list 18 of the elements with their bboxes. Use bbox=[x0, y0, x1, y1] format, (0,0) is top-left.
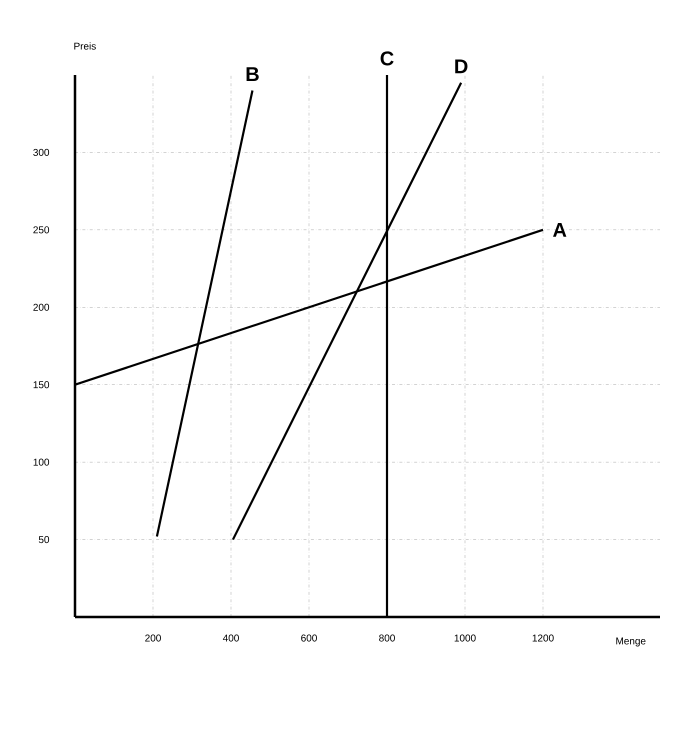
y-axis-title: Preis bbox=[74, 42, 96, 50]
y-tick-label: 150 bbox=[34, 381, 50, 388]
x-tick-label: 1000 bbox=[454, 634, 476, 642]
y-tick-label: 200 bbox=[33, 304, 50, 311]
x-tick-label: 200 bbox=[145, 634, 161, 642]
series-label: D bbox=[455, 60, 468, 74]
y-tick-label: 250 bbox=[33, 226, 50, 234]
x-tick-label: 1200 bbox=[532, 634, 554, 642]
x-axis-title: Menge bbox=[616, 638, 646, 646]
y-tick-label: 100 bbox=[34, 458, 50, 466]
series-label: C bbox=[380, 51, 394, 66]
series-label: B bbox=[246, 67, 259, 81]
x-tick-label: 800 bbox=[379, 634, 395, 642]
series-label: A bbox=[553, 223, 566, 237]
y-tick-label: 50 bbox=[38, 536, 50, 544]
x-tick-label: 400 bbox=[222, 634, 239, 642]
x-tick-label: 600 bbox=[301, 634, 317, 642]
y-tick-label: 300 bbox=[33, 148, 50, 156]
